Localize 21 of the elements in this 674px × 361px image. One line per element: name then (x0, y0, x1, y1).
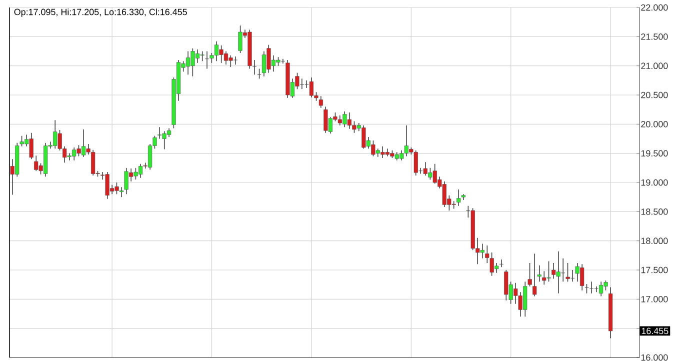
y-tick-label: 17.000 (641, 296, 668, 302)
candlestick (318, 96, 323, 108)
y-tick-label: 16.000 (641, 354, 668, 361)
y-tick-label: 21.000 (641, 62, 668, 70)
y-tick-label: 20.000 (641, 120, 668, 128)
y-tick-label: 18.000 (641, 238, 668, 244)
y-tick-label: 19.500 (641, 150, 668, 157)
candlestick (532, 253, 537, 297)
candlestick (456, 189, 461, 206)
y-tick-label: 20.500 (641, 92, 668, 98)
candlestick (537, 265, 542, 282)
y-tick-label: 18.500 (641, 208, 668, 215)
y-tick-label: 21.500 (641, 33, 668, 40)
y-tick-label: 22.000 (641, 4, 668, 11)
candlestick (528, 262, 532, 287)
y-tick-label: 17.500 (641, 266, 668, 274)
candlestick (584, 284, 589, 294)
y-tick-label: 19.000 (641, 179, 668, 186)
annotation: Op:17.095, Hi:17.205, Lo:16.330, Cl:16.455 (14, 8, 187, 17)
text: 16.455 (642, 328, 668, 334)
candlestick (485, 245, 490, 264)
